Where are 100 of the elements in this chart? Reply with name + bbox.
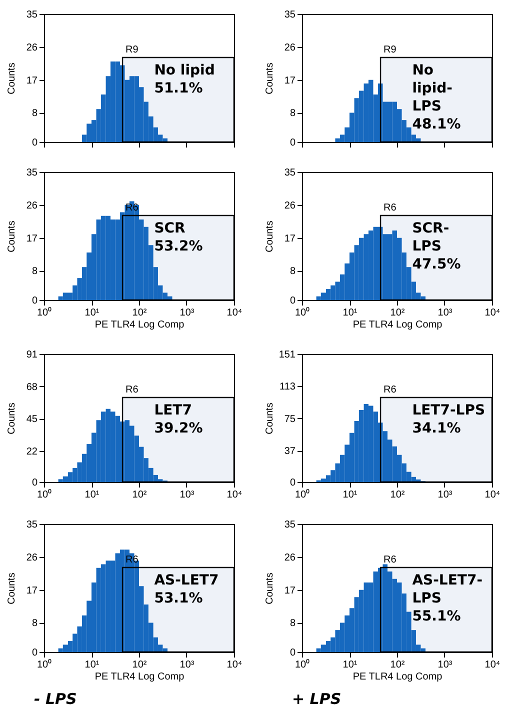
x-tick-label: 10⁰ [294,488,310,500]
y-tick-label: 35 [284,520,296,530]
y-tick-label: 8 [32,108,38,120]
y-tick-label: 26 [284,42,296,54]
y-tick-label: 17 [26,233,38,244]
x-tick-label: 10⁰ [294,658,310,670]
y-tick-label: 113 [280,382,296,393]
x-tick-label: 10³ [180,490,195,500]
x-tick-label: 10² [132,490,148,500]
annotation: SCR 53.2% [154,220,203,254]
y-tick-label: 35 [26,10,38,20]
y-tick-label: 75 [284,414,296,425]
y-tick-label: 0 [290,296,296,306]
band-label: R6 [126,202,139,214]
y-tick-label: 0 [32,296,38,306]
y-tick-label: 26 [26,552,38,564]
x-tick-label: 10⁴ [226,660,242,670]
x-tick-label: 10³ [438,308,453,318]
x-tick-label: 10³ [438,490,453,500]
x-tick-label: 10⁴ [484,490,500,500]
annotation: SCR- LPS 47.5% [412,220,461,272]
x-tick-label: 10¹ [342,660,358,670]
x-tick-label: 10¹ [342,308,358,318]
y-axis-title: Counts [6,402,18,434]
x-tick-label: 10³ [438,660,453,670]
x-axis-title: PE TLR4 Log Comp [352,672,443,682]
x-axis-title: PE TLR4 Log Comp [352,320,443,330]
band-label: R9 [384,44,397,56]
band-label: R6 [126,384,139,396]
annotation: AS-LET7 53.1% [154,572,219,606]
y-tick-label: 35 [26,520,38,530]
x-tick-label: 10⁴ [484,308,500,318]
y-axis-title: Counts [264,572,276,604]
band-label: R6 [384,384,397,396]
y-tick-label: 0 [290,138,296,148]
y-tick-label: 17 [26,75,38,86]
band-label: R6 [384,554,397,566]
x-tick-label: 10² [390,660,406,670]
x-axis-title: PE TLR4 Log Comp [94,320,185,330]
x-tick-label: 10⁰ [36,658,52,670]
x-tick-label: 10² [132,308,148,318]
y-tick-label: 26 [26,42,38,54]
x-tick-label: 10⁴ [226,490,242,500]
y-tick-label: 68 [26,382,38,393]
y-tick-label: 26 [284,200,296,212]
y-tick-label: 22 [26,446,38,458]
y-tick-label: 17 [26,585,38,596]
band-label: R9 [126,44,139,56]
x-tick-label: 10⁴ [226,308,242,318]
text: + LPS [292,690,342,708]
y-tick-label: 26 [284,552,296,564]
y-tick-label: 8 [32,618,38,630]
y-tick-label: 0 [32,648,38,658]
x-tick-label: 10² [390,490,406,500]
y-tick-label: 35 [284,168,296,178]
x-tick-label: 10² [390,308,406,318]
x-tick-label: 10⁰ [36,306,52,318]
x-tick-label: 10² [132,660,148,670]
text: - LPS [34,690,77,708]
y-tick-label: 37 [284,446,296,458]
y-axis-title: Counts [264,402,276,434]
x-tick-label: 10⁰ [36,488,52,500]
x-tick-label: 10¹ [84,490,100,500]
x-tick-label: 10¹ [342,490,358,500]
y-tick-label: 91 [26,350,38,360]
y-axis-title: Counts [264,220,276,252]
y-tick-label: 17 [284,233,296,244]
y-tick-label: 17 [284,75,296,86]
y-tick-label: 26 [26,200,38,212]
x-tick-label: 10¹ [84,308,100,318]
y-axis-title: Counts [6,572,18,604]
y-tick-label: 0 [290,648,296,658]
y-tick-label: 0 [32,138,38,148]
y-tick-label: 8 [290,108,296,120]
annotation: LET7 39.2% [154,402,203,436]
y-tick-label: 0 [32,478,38,488]
y-tick-label: 8 [290,266,296,278]
y-axis-title: Counts [6,220,18,252]
annotation: AS-LET7- LPS 55.1% [412,572,483,624]
x-tick-label: 10³ [180,308,195,318]
y-tick-label: 8 [290,618,296,630]
band-label: R6 [126,554,139,566]
y-axis-title: Counts [264,62,276,94]
y-axis-title: Counts [6,62,18,94]
annotation: No lipid 51.1% [154,62,215,96]
x-tick-label: 10³ [180,660,195,670]
y-tick-label: 8 [32,266,38,278]
y-tick-label: 35 [26,168,38,178]
y-tick-label: 17 [284,585,296,596]
annotation: LET7-LPS 34.1% [412,402,486,436]
x-tick-label: 10⁴ [484,660,500,670]
y-tick-label: 0 [290,478,296,488]
y-tick-label: 45 [26,414,38,426]
x-tick-label: 10⁰ [294,306,310,318]
band-label: R6 [384,202,397,214]
x-axis-title: PE TLR4 Log Comp [94,672,185,682]
annotation: No lipid- LPS 48.1% [412,62,461,132]
x-tick-label: 10¹ [84,660,100,670]
y-tick-label: 151 [278,350,296,360]
y-tick-label: 35 [284,10,296,20]
